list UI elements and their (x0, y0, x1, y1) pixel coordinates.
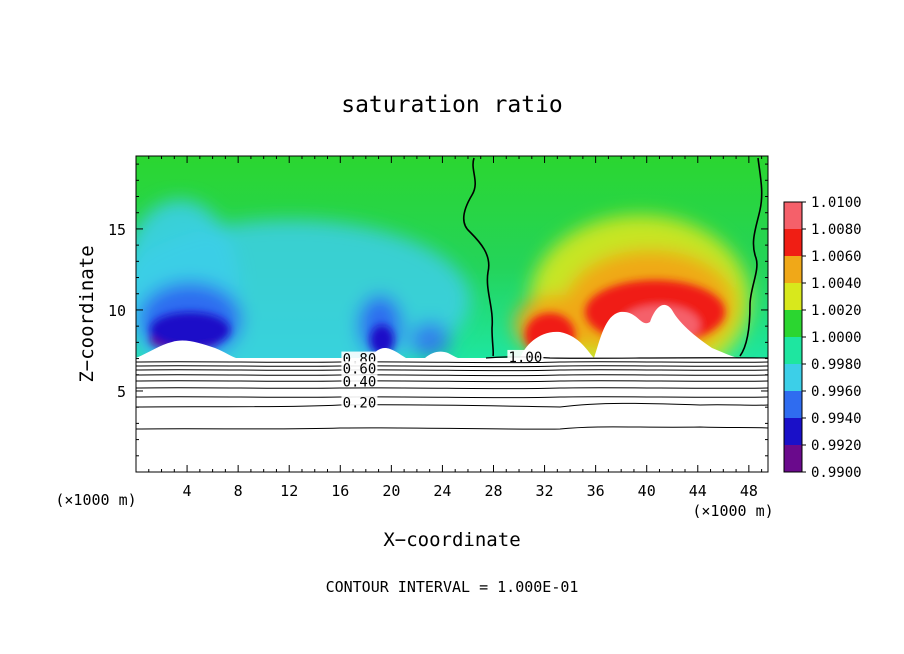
contour-1.00-left (462, 157, 495, 357)
contour-label-bg (341, 361, 378, 374)
colorbar-label: 1.0060 (811, 249, 862, 265)
colorbar-label: 1.0080 (811, 222, 862, 238)
contour-label: 0.20 (343, 395, 377, 411)
contour-0.50 (135, 380, 769, 383)
contour-interval-footer: CONTOUR INTERVAL = 1.000E-01 (326, 578, 579, 596)
colorbar-label: 0.9960 (811, 384, 862, 400)
colorbar-label: 0.9900 (811, 465, 862, 481)
contour-0.60 (135, 374, 769, 377)
plot-area: 1.000.800.600.400.20 4 8 12 16 20 24 28 32 36 40 4… (108, 155, 769, 500)
x-tick-label: 12 (280, 482, 298, 500)
blue-plume-right (410, 322, 450, 358)
contour-label-bg (507, 349, 544, 362)
colorbar-swatch (784, 418, 802, 445)
colorbar-swatch (784, 283, 802, 310)
plot-frame (135, 155, 769, 473)
y-axis: 5 10 15 (108, 163, 768, 457)
contour-label: 1.00 (509, 350, 543, 366)
colorbar-swatch (784, 445, 802, 472)
x-tick-label: 16 (331, 482, 349, 500)
colorbar-label: 1.0000 (811, 330, 862, 346)
contour-0.80 (135, 365, 769, 368)
x-tick-label: 24 (433, 482, 451, 500)
colorbar-swatch (784, 337, 802, 364)
heatmap-field (136, 156, 768, 358)
colorbar-swatch (784, 229, 802, 256)
x-axis-label: X−coordinate (383, 529, 520, 551)
colorbar-swatch (784, 310, 802, 337)
x-tick-label: 44 (689, 482, 707, 500)
x-tick-label: 8 (234, 482, 243, 500)
x-tick-label: 4 (183, 482, 192, 500)
undefined-region-mid (370, 348, 458, 358)
chart-title: saturation ratio (341, 92, 563, 118)
colorbar-swatch (784, 202, 802, 229)
colorbar-label: 0.9940 (811, 411, 862, 427)
contour-0.70 (135, 369, 769, 372)
colorbar-label: 1.0020 (811, 303, 862, 319)
contour-0.30 (135, 396, 769, 399)
navy-core-mid (370, 325, 394, 355)
colorbar-label: 0.9920 (811, 438, 862, 454)
x-axis: 4 8 12 16 20 24 28 32 36 40 44 48 (148, 156, 763, 500)
y-axis-label: Z−coordinate (76, 245, 98, 382)
x-tick-label: 20 (382, 482, 400, 500)
undefined-region-right (520, 304, 738, 358)
contour-0.10 (135, 426, 769, 430)
colorbar-swatch (784, 391, 802, 418)
contour-1.00-right (739, 157, 763, 357)
x-tick-label: 40 (638, 482, 656, 500)
colorbar-swatch (784, 256, 802, 283)
colorbar-swatch (784, 364, 802, 391)
navy-core (150, 312, 230, 348)
colorbar-label: 1.0100 (811, 195, 862, 211)
x-tick-label: 32 (536, 482, 554, 500)
contour-0.90 (135, 361, 769, 364)
contour-label-bg (341, 351, 378, 364)
contour-0.40 (135, 387, 769, 390)
contour-0.20 (135, 402, 769, 408)
colorbar: 0.9900 0.9920 0.9940 0.9960 0.9980 1.0000 1.00… (783, 195, 862, 481)
x-tick-label: 28 (484, 482, 502, 500)
x-unit-right: (×1000 m) (692, 502, 773, 520)
x-tick-label: 48 (740, 482, 758, 500)
contour-label-bg (341, 374, 378, 387)
contour-lines (135, 157, 769, 430)
contour-labels: 1.000.800.600.400.20 (341, 349, 544, 411)
y-tick-label: 5 (117, 383, 126, 401)
x-unit-left: (×1000 m) (55, 491, 136, 509)
contour-label-bg (341, 395, 378, 408)
undefined-region-left (136, 340, 236, 358)
y-tick-label: 15 (108, 221, 126, 239)
contour-label: 0.40 (343, 374, 377, 390)
x-tick-label: 36 (587, 482, 605, 500)
colorbar-label: 1.0040 (811, 276, 862, 292)
contour-label: 0.60 (343, 361, 377, 377)
colorbar-label: 0.9980 (811, 357, 862, 373)
y-tick-label: 10 (108, 302, 126, 320)
